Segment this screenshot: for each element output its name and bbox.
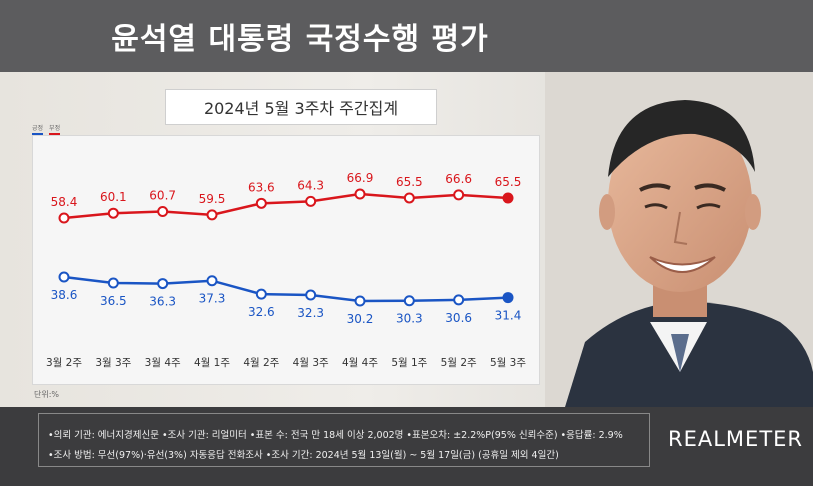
plot-area: 58.4 60.1 60.7 59.5 63.6 64.3 66.9 65.5 66.6 65.5… bbox=[32, 135, 540, 385]
data-point-negative bbox=[255, 197, 267, 209]
data-point-positive bbox=[502, 292, 514, 304]
x-tick-label: 5월 3주 bbox=[490, 357, 526, 369]
x-tick-label: 3월 4주 bbox=[145, 357, 181, 369]
data-point-positive bbox=[453, 294, 465, 306]
data-point-positive bbox=[157, 278, 169, 290]
data-label-negative: 66.9 bbox=[347, 171, 374, 185]
data-point-negative bbox=[206, 209, 218, 221]
series-line-positive bbox=[63, 275, 509, 303]
survey-info-box bbox=[38, 413, 650, 467]
data-point-positive bbox=[58, 271, 70, 283]
x-tick-label: 5월 1주 bbox=[391, 357, 427, 369]
x-tick-label: 3월 2주 bbox=[46, 357, 82, 369]
x-tick-label: 4월 1주 bbox=[194, 357, 230, 369]
data-label-negative: 66.6 bbox=[445, 172, 472, 186]
data-label-positive: 32.3 bbox=[297, 306, 324, 320]
data-label-negative: 63.6 bbox=[248, 180, 275, 194]
data-label-negative: 58.4 bbox=[51, 195, 78, 209]
x-tick-label: 5월 2주 bbox=[441, 357, 477, 369]
data-point-positive bbox=[354, 295, 366, 307]
data-label-positive: 36.3 bbox=[149, 295, 176, 309]
data-point-negative bbox=[58, 212, 70, 224]
data-point-positive bbox=[305, 289, 317, 301]
x-tick-label: 4월 2주 bbox=[243, 357, 279, 369]
data-label-positive: 30.2 bbox=[347, 312, 374, 326]
data-point-negative bbox=[157, 206, 169, 218]
title-bar: 윤석열 대통령 국정수행 평가 bbox=[0, 0, 813, 72]
survey-info-line-2: •조사 방법: 무선(97%)·유선(3%) 자동응답 전화조사 •조사 기간:… bbox=[48, 450, 559, 461]
data-label-positive: 38.6 bbox=[51, 288, 78, 302]
survey-info-line-1: •의뢰 기관: 에너지경제신문 •조사 기관: 리얼미터 •표본 수: 전국 만… bbox=[48, 430, 623, 441]
portrait-illustration bbox=[545, 72, 813, 407]
line-chart: 58.4 60.1 60.7 59.5 63.6 64.3 66.9 65.5 66.6 65.5… bbox=[46, 171, 526, 369]
data-label-negative: 64.3 bbox=[297, 178, 324, 192]
data-label-negative: 60.7 bbox=[149, 189, 176, 203]
data-point-positive bbox=[403, 295, 415, 307]
series-line-negative bbox=[63, 192, 509, 220]
data-point-negative bbox=[354, 188, 366, 200]
x-tick-label: 3월 3주 bbox=[95, 357, 131, 369]
data-label-negative: 65.5 bbox=[396, 175, 423, 189]
x-tick-label: 4월 3주 bbox=[293, 357, 329, 369]
page-title: 윤석열 대통령 국정수행 평가 bbox=[111, 22, 489, 57]
data-label-positive: 36.5 bbox=[100, 294, 127, 308]
data-label-negative: 65.5 bbox=[495, 175, 522, 189]
data-label-positive: 37.3 bbox=[199, 292, 226, 306]
portrait-photo bbox=[545, 72, 813, 407]
data-point-positive bbox=[206, 275, 218, 287]
chart-subtitle: 2024년 5월 3주차 주간집계 bbox=[165, 89, 437, 125]
data-label-positive: 30.3 bbox=[396, 312, 423, 326]
legend-label-positive: 긍정 bbox=[32, 125, 44, 132]
data-label-negative: 59.5 bbox=[199, 192, 226, 206]
footer-bar bbox=[0, 407, 813, 486]
data-point-positive bbox=[255, 288, 267, 300]
data-label-positive: 31.4 bbox=[495, 309, 522, 323]
data-point-negative bbox=[453, 189, 465, 201]
x-tick-label: 4월 4주 bbox=[342, 357, 378, 369]
data-point-negative bbox=[305, 195, 317, 207]
data-label-positive: 30.6 bbox=[445, 311, 472, 325]
data-label-negative: 60.1 bbox=[100, 190, 127, 204]
brand-logo: REALMETER bbox=[668, 427, 803, 451]
data-point-negative bbox=[403, 192, 415, 204]
unit-label: 단위:% bbox=[34, 390, 60, 399]
legend-label-negative: 부정 bbox=[49, 125, 61, 132]
data-label-positive: 32.6 bbox=[248, 305, 275, 319]
data-point-negative bbox=[107, 207, 119, 219]
data-point-negative bbox=[502, 192, 514, 204]
data-point-positive bbox=[107, 277, 119, 289]
